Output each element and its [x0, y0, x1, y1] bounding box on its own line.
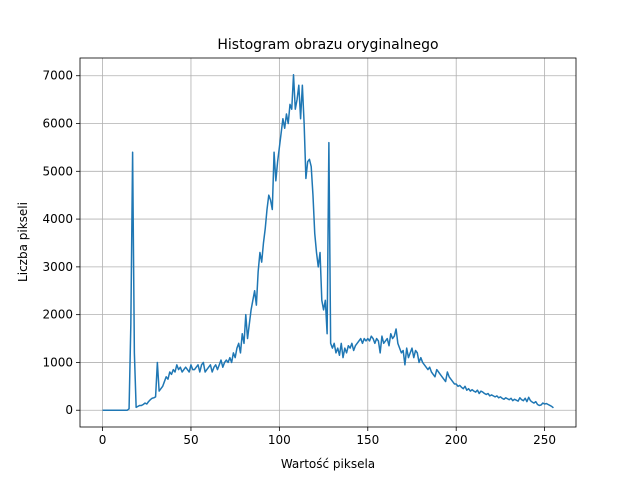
x-tick-label: 100 — [268, 433, 291, 447]
y-tick-label: 7000 — [42, 69, 73, 83]
y-tick-label: 1000 — [42, 355, 73, 369]
y-tick-label: 2000 — [42, 308, 73, 322]
x-tick-label: 50 — [183, 433, 198, 447]
y-tick-label: 3000 — [42, 260, 73, 274]
y-tick-label: 0 — [65, 403, 73, 417]
x-axis-label: Wartość piksela — [281, 457, 375, 471]
chart-title: Histogram obrazu oryginalnego — [217, 37, 438, 53]
x-tick-label: 150 — [356, 433, 379, 447]
y-tick-label: 6000 — [42, 117, 73, 131]
y-axis-label: Liczba pikseli — [16, 202, 30, 282]
x-tick-label: 0 — [99, 433, 107, 447]
x-tick-label: 200 — [445, 433, 468, 447]
y-tick-label: 4000 — [42, 212, 73, 226]
data-line — [102, 74, 554, 411]
y-tick-label: 5000 — [42, 164, 73, 178]
plot-frame — [79, 57, 577, 428]
x-tick-label: 250 — [533, 433, 556, 447]
